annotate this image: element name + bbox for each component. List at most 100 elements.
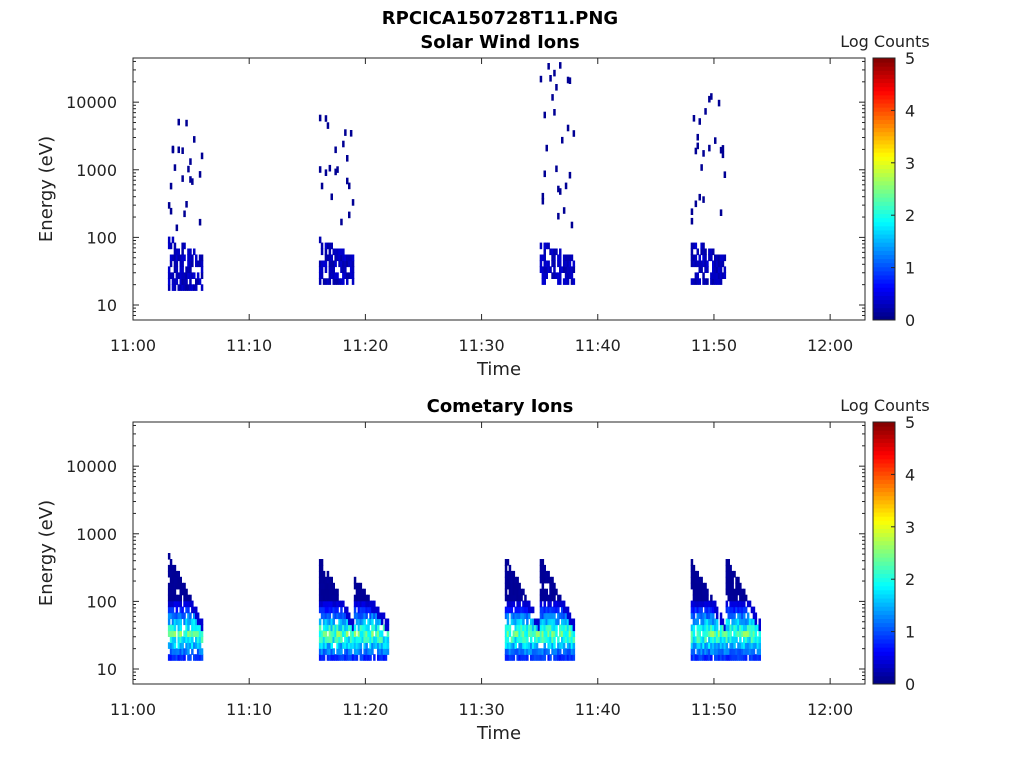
heatmap-cell [351, 630, 355, 637]
colorbar-segment [873, 209, 895, 215]
heatmap-cell [336, 278, 339, 285]
heatmap-cell [545, 630, 548, 637]
heatmap-cell [741, 630, 744, 637]
heatmap-cell [706, 648, 709, 655]
heatmap-cell [196, 612, 200, 620]
heatmap-cell [346, 642, 349, 649]
heatmap-cell [733, 600, 736, 608]
colorbar-segment [873, 217, 895, 223]
heatmap-cell [524, 630, 527, 637]
heatmap-cell [741, 612, 744, 620]
heatmap-cell [735, 600, 738, 608]
heatmap-cell [332, 612, 335, 620]
heatmap-cell [524, 612, 527, 620]
heatmap-cell [702, 278, 705, 285]
heatmap-cell [729, 576, 732, 584]
heatmap-cell [731, 582, 734, 590]
heatmap-cell [706, 588, 709, 596]
heatmap-cell [731, 654, 734, 661]
heatmap-cell [739, 642, 742, 649]
heatmap-cell [692, 606, 696, 614]
heatmap-cell [322, 260, 326, 268]
heatmap-cell [531, 624, 535, 632]
heatmap-cell [328, 260, 332, 268]
heatmap-cell [561, 612, 564, 620]
colorbar-segment [873, 299, 895, 305]
heatmap-cell [526, 642, 529, 649]
heatmap-cell [173, 600, 177, 608]
heatmap-cell [173, 564, 177, 572]
heatmap-cell [733, 654, 736, 661]
heatmap-cell [710, 654, 713, 661]
heatmap-cell [189, 618, 192, 626]
heatmap-cell [706, 594, 709, 602]
heatmap-cell [169, 272, 173, 279]
heatmap-cell [553, 618, 556, 626]
heatmap-cell [357, 618, 361, 626]
heatmap-cell [561, 630, 564, 637]
heatmap-cell [543, 588, 546, 596]
heatmap-cell [375, 642, 378, 649]
heatmap-cell [514, 582, 517, 590]
x-tick-label: 11:50 [691, 700, 737, 719]
heatmap-cell [727, 594, 730, 602]
heatmap-cell [727, 559, 730, 566]
heatmap-cell [725, 588, 729, 596]
heatmap-cell [528, 648, 531, 655]
colorbar-segment [873, 193, 895, 198]
heatmap-cell [739, 606, 742, 614]
heatmap-cell [355, 618, 359, 626]
heatmap-cell [334, 630, 337, 637]
heatmap-cell [504, 648, 508, 655]
colorbar-segment [873, 548, 895, 554]
heatmap-cell [367, 654, 370, 661]
figure-title: RPCICA150728T11.PNG [382, 8, 618, 29]
heatmap-cell [714, 272, 717, 279]
heatmap-cell [694, 576, 698, 584]
heatmap-cell [698, 654, 701, 661]
heatmap-cell [167, 606, 171, 614]
heatmap-cell [692, 278, 696, 285]
heatmap-cell [334, 606, 337, 614]
heatmap-cell [514, 612, 517, 620]
heatmap-cell [328, 612, 332, 620]
heatmap-cell [349, 648, 353, 655]
heatmap-cell [719, 636, 723, 643]
heatmap-cell [175, 606, 179, 614]
heatmap-cell [167, 570, 171, 578]
heatmap-cell [173, 588, 177, 596]
heatmap-cell [177, 284, 180, 291]
colorbar-segment [873, 172, 895, 178]
heatmap-cell [566, 630, 570, 637]
colorbar-segment [873, 573, 895, 579]
heatmap-cell [739, 654, 742, 661]
heatmap-cell [531, 648, 535, 655]
heatmap-cell [328, 248, 332, 256]
heatmap-cell [752, 630, 756, 637]
heatmap-cell [700, 612, 703, 620]
heatmap-cell [547, 624, 550, 632]
heatmap-cell [320, 588, 324, 596]
colorbar-segment [873, 98, 895, 104]
heatmap-cell [353, 582, 357, 590]
heatmap-cell [187, 624, 190, 632]
heatmap-cell [340, 642, 343, 649]
heatmap-cell [692, 600, 696, 608]
heatmap-cell [326, 254, 330, 262]
heatmap-cell [741, 588, 744, 596]
heatmap-cell [570, 630, 574, 637]
heatmap-cell [562, 654, 566, 661]
heatmap-cell [568, 260, 572, 268]
heatmap-cell [338, 600, 341, 608]
heatmap-cell [541, 588, 545, 596]
heatmap-cell [719, 272, 723, 279]
heatmap-cell [729, 624, 732, 632]
heatmap-cell [710, 600, 713, 608]
heatmap-cell [191, 254, 194, 262]
heatmap-cell [696, 636, 699, 643]
heatmap-cell [328, 618, 332, 626]
heatmap-cell [555, 588, 558, 596]
heatmap-cell [570, 266, 574, 273]
heatmap-cell [706, 612, 709, 620]
heatmap-cell [336, 166, 339, 173]
